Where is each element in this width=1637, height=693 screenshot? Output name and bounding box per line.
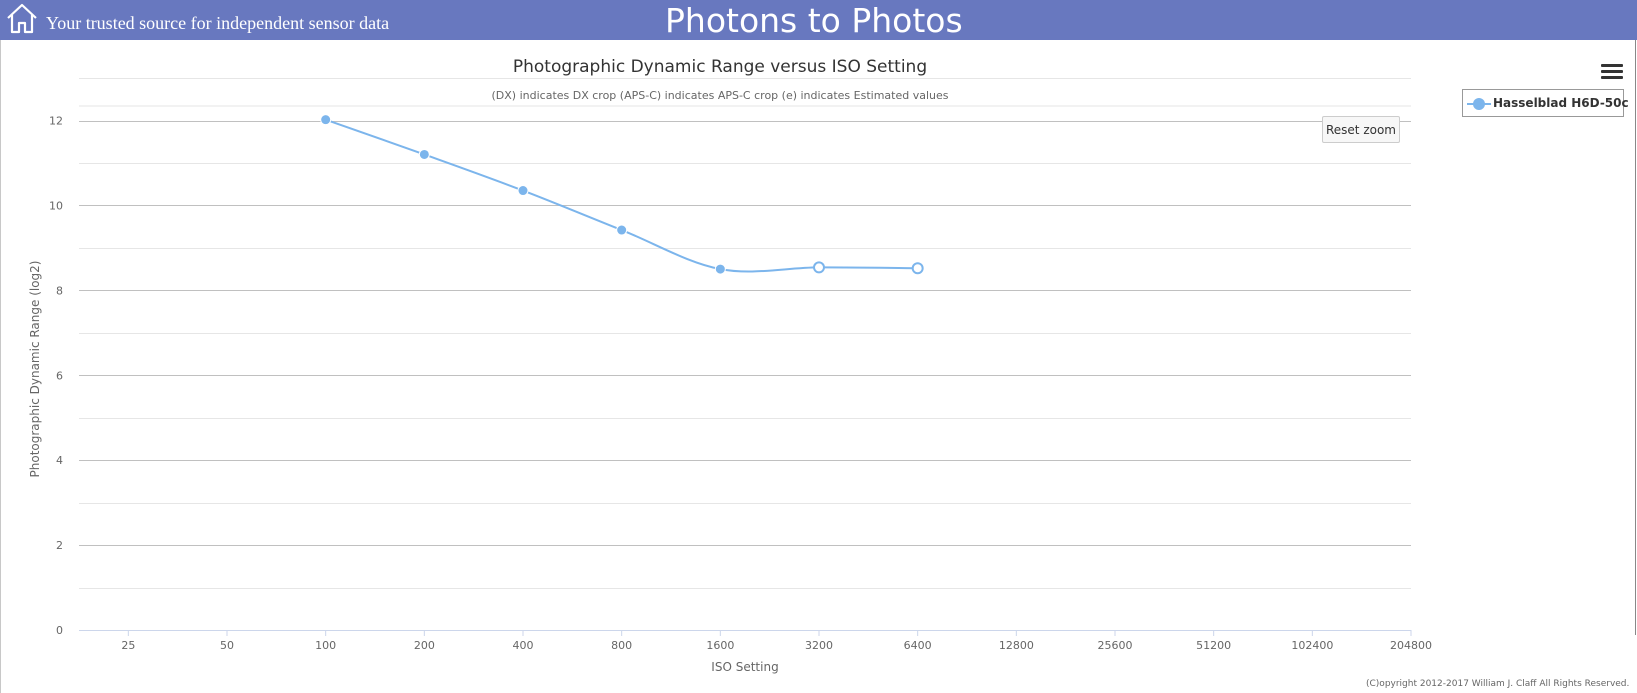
x-axis-label: ISO Setting — [711, 660, 778, 674]
x-tick-label: 3200 — [805, 639, 833, 652]
legend-label: Hasselblad H6D-50c — [1493, 96, 1629, 110]
y-tick-label: 8 — [56, 284, 63, 297]
chart-subtitle: (DX) indicates DX crop (APS-C) indicates… — [492, 89, 949, 102]
x-tick-label: 25600 — [1098, 639, 1133, 652]
y-tick-label: 10 — [49, 199, 63, 212]
x-tick-label: 50 — [220, 639, 234, 652]
site-title[interactable]: Photons to Photos — [665, 1, 963, 40]
tick-labels: 25 50 100 200 400 800 1600 3200 6400 12800 25600 51… — [49, 115, 1432, 653]
site-tagline: Your trusted source for independent sens… — [46, 13, 390, 33]
x-tick-label: 204800 — [1390, 639, 1432, 652]
data-point[interactable] — [616, 224, 628, 236]
data-point-estimated[interactable] — [813, 261, 825, 274]
home-icon[interactable] — [6, 2, 38, 36]
series-hasselblad — [320, 114, 924, 275]
y-axis-label: Photographic Dynamic Range (log2) — [28, 261, 42, 478]
reset-zoom-button[interactable]: Reset zoom — [1322, 116, 1400, 143]
y-tick-label: 2 — [56, 539, 63, 552]
chart-container — [0, 40, 1637, 693]
legend-marker-icon — [1473, 98, 1485, 110]
data-point[interactable] — [714, 263, 726, 275]
x-tick-label: 1600 — [706, 639, 734, 652]
x-tick-label: 12800 — [999, 639, 1034, 652]
copyright: (C)opyright 2012-2017 William J. Claff A… — [1366, 679, 1630, 689]
x-tick-label: 51200 — [1196, 639, 1231, 652]
chart-title: Photographic Dynamic Range versus ISO Se… — [513, 57, 927, 77]
header-bar: Your trusted source for independent sens… — [0, 0, 1637, 40]
chart-svg: 25 50 100 200 400 800 1600 3200 6400 12800 25600 51… — [28, 57, 1432, 674]
x-tick-label: 800 — [611, 639, 632, 652]
x-tick-label: 25 — [121, 639, 135, 652]
x-tick-label: 200 — [414, 639, 435, 652]
data-point[interactable] — [320, 114, 332, 126]
x-tick-label: 102400 — [1291, 639, 1333, 652]
data-point[interactable] — [418, 148, 430, 160]
legend-item[interactable]: Hasselblad H6D-50c — [1462, 89, 1629, 117]
data-point-estimated[interactable] — [911, 262, 924, 275]
y-tick-label: 12 — [49, 115, 63, 128]
divider — [1635, 40, 1636, 635]
grid-lines — [79, 78, 1411, 631]
x-tick-label: 400 — [513, 639, 534, 652]
data-point[interactable] — [517, 185, 529, 197]
x-tick-label: 6400 — [904, 639, 932, 652]
x-tick-label: 100 — [315, 639, 336, 652]
chart-menu-icon[interactable] — [1601, 62, 1623, 82]
y-tick-label: 0 — [56, 624, 63, 637]
y-tick-label: 6 — [56, 369, 63, 382]
y-tick-label: 4 — [56, 454, 63, 467]
